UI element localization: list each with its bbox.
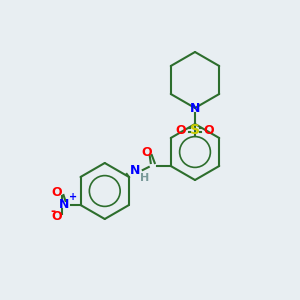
Text: N: N	[130, 164, 140, 178]
Text: O: O	[176, 124, 186, 136]
Text: N: N	[190, 101, 200, 115]
Text: S: S	[190, 123, 200, 137]
Text: O: O	[51, 211, 62, 224]
Text: H: H	[140, 173, 149, 183]
Text: O: O	[51, 187, 62, 200]
Text: O: O	[204, 124, 214, 136]
Text: O: O	[141, 146, 152, 160]
Text: +: +	[68, 192, 76, 202]
Text: N: N	[59, 199, 70, 212]
Text: -: -	[50, 205, 56, 218]
